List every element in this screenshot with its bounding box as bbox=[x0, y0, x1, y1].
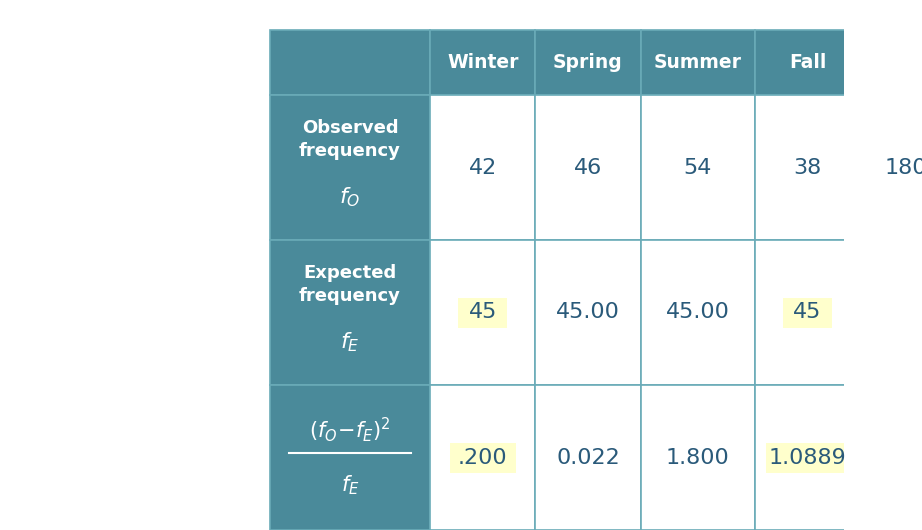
Bar bbox=[536, 95, 641, 240]
FancyBboxPatch shape bbox=[458, 297, 507, 328]
Text: .200: .200 bbox=[458, 447, 507, 467]
Bar bbox=[755, 385, 860, 530]
Bar bbox=[536, 30, 641, 95]
Text: 45: 45 bbox=[468, 303, 497, 322]
Bar bbox=[430, 30, 536, 95]
Bar bbox=[430, 240, 536, 385]
Text: 45.00: 45.00 bbox=[556, 303, 620, 322]
FancyBboxPatch shape bbox=[450, 443, 515, 473]
Text: Total: Total bbox=[881, 53, 922, 72]
Bar bbox=[755, 95, 860, 240]
Text: 38: 38 bbox=[794, 157, 822, 178]
Bar bbox=[860, 30, 922, 95]
Bar bbox=[641, 385, 755, 530]
Text: $(f_O\!-\!f_E)^2$: $(f_O\!-\!f_E)^2$ bbox=[309, 415, 391, 444]
Text: Observed
frequency: Observed frequency bbox=[299, 119, 401, 160]
Text: 0.022: 0.022 bbox=[556, 447, 620, 467]
Bar bbox=[860, 240, 922, 385]
Text: 1.800: 1.800 bbox=[666, 447, 729, 467]
Text: 46: 46 bbox=[573, 157, 602, 178]
Text: $f_E$: $f_E$ bbox=[341, 474, 360, 497]
Text: 1.0889: 1.0889 bbox=[769, 447, 846, 467]
Text: 42: 42 bbox=[468, 157, 497, 178]
Bar bbox=[755, 30, 860, 95]
Bar bbox=[641, 30, 755, 95]
Bar bbox=[755, 240, 860, 385]
Text: Expected
frequency: Expected frequency bbox=[299, 264, 401, 305]
Text: Winter: Winter bbox=[447, 53, 518, 72]
Text: 180: 180 bbox=[885, 157, 922, 178]
Text: $f_E$: $f_E$ bbox=[340, 331, 360, 354]
Text: 45.00: 45.00 bbox=[666, 303, 729, 322]
FancyBboxPatch shape bbox=[783, 297, 833, 328]
Bar bbox=[270, 240, 430, 385]
Bar bbox=[536, 240, 641, 385]
Bar bbox=[270, 385, 430, 530]
Bar bbox=[641, 240, 755, 385]
Bar bbox=[536, 385, 641, 530]
Bar bbox=[270, 30, 430, 95]
FancyBboxPatch shape bbox=[766, 443, 849, 473]
Bar bbox=[270, 95, 430, 240]
Bar bbox=[860, 385, 922, 530]
Text: Spring: Spring bbox=[553, 53, 623, 72]
Text: Fall: Fall bbox=[789, 53, 826, 72]
Bar bbox=[430, 95, 536, 240]
Text: $f_O$: $f_O$ bbox=[339, 186, 361, 209]
Bar bbox=[641, 95, 755, 240]
Text: 54: 54 bbox=[683, 157, 712, 178]
Bar bbox=[430, 385, 536, 530]
Text: Summer: Summer bbox=[654, 53, 742, 72]
Text: 45: 45 bbox=[794, 303, 822, 322]
Bar bbox=[860, 95, 922, 240]
